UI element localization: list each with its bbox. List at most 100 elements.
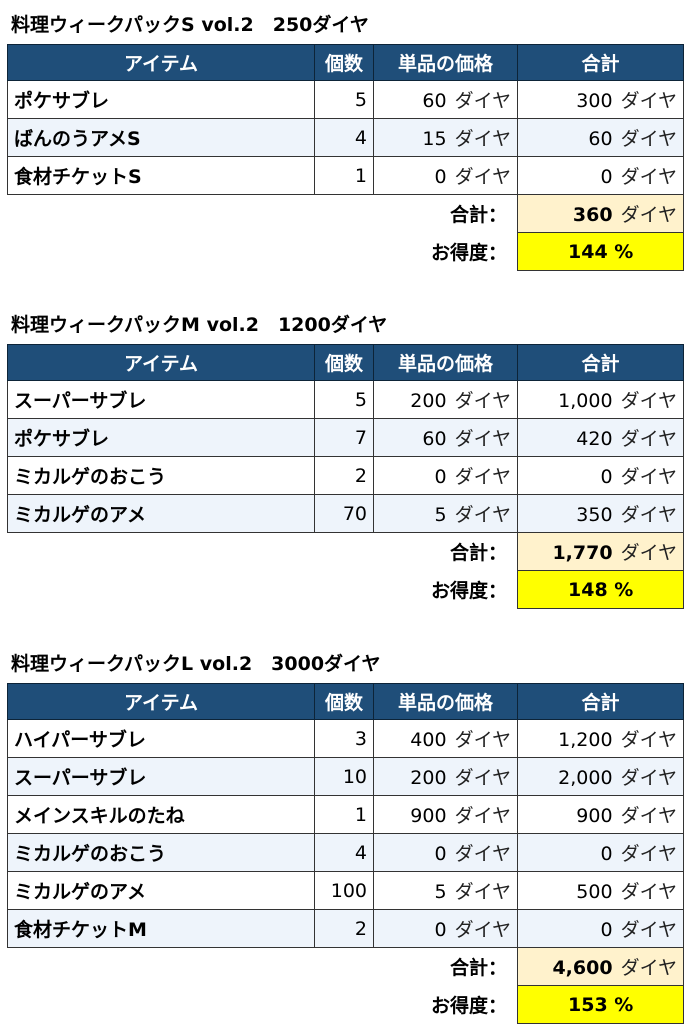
total-label: 合計： — [449, 204, 507, 227]
line-total: 1,000 ダイヤ — [517, 380, 684, 419]
item-count: 5 — [314, 380, 374, 419]
column-header: 合計 — [517, 344, 684, 381]
item-name: 食材チケットM — [7, 909, 315, 948]
unit: ダイヤ — [454, 128, 511, 150]
unit: ダイヤ — [454, 843, 511, 865]
total-row: 合計： 4,600 ダイヤ — [8, 947, 684, 986]
table-row: 食材チケットM 2 0 ダイヤ 0 ダイヤ — [7, 909, 684, 948]
deal-row: お得度： 148 % — [8, 570, 684, 609]
unit-price: 200 ダイヤ — [373, 757, 518, 796]
unit: ダイヤ — [454, 729, 511, 751]
header-row: アイテム 個数 単品の価格 合計 — [7, 344, 684, 381]
pack-title: 料理ウィークパックL vol.2 3000ダイヤ — [11, 653, 381, 675]
item-count: 1 — [314, 156, 374, 195]
value: 0 — [434, 843, 447, 865]
total-row: 合計： 1,770 ダイヤ — [8, 532, 684, 571]
line-total: 0 ダイヤ — [517, 156, 684, 195]
total-label: 合計： — [449, 957, 507, 980]
unit: ダイヤ — [620, 881, 677, 903]
value: 1,770 — [552, 542, 613, 564]
item-name: ミカルゲのアメ — [7, 494, 315, 533]
unit-price: 60 ダイヤ — [373, 418, 518, 457]
line-total: 500 ダイヤ — [517, 871, 684, 910]
column-header: 個数 — [314, 44, 374, 81]
value: 0 — [600, 843, 613, 865]
unit-price: 0 ダイヤ — [373, 833, 518, 872]
pack-table: アイテム 個数 単品の価格 合計 スーパーサブレ 5 200 ダイヤ 1,000 ダイヤ ポケサブレ… — [7, 344, 684, 609]
pack-section: 料理ウィークパックM vol.2 1200ダイヤ アイテム 個数 単品の価格 合計 スーパ… — [7, 300, 684, 609]
value: 900 — [410, 805, 447, 827]
total-value: 4,600 ダイヤ — [517, 947, 684, 986]
total-value: 360 ダイヤ — [517, 194, 684, 233]
item-name: ポケサブレ — [7, 80, 315, 119]
pack-section: 料理ウィークパックL vol.2 3000ダイヤアイテム 個数 単品の価格 合計 ハイパ… — [7, 639, 684, 1024]
value: 0 — [434, 466, 447, 488]
unit: ダイヤ — [620, 767, 677, 789]
total-label: 合計： — [449, 542, 507, 565]
line-total: 350 ダイヤ — [517, 494, 684, 533]
line-total: 1,200 ダイヤ — [517, 719, 684, 758]
value: 420 — [576, 428, 613, 450]
value: 0 — [434, 919, 447, 941]
unit: ダイヤ — [454, 428, 511, 450]
item-count: 100 — [314, 871, 374, 910]
column-header: 単品の価格 — [373, 683, 518, 720]
line-total: 0 ダイヤ — [517, 456, 684, 495]
value: 0 — [600, 466, 613, 488]
value: 5 — [434, 881, 447, 903]
unit: ダイヤ — [454, 805, 511, 827]
unit: ダイヤ — [620, 90, 677, 112]
item-name: ばんのうアメS — [7, 118, 315, 157]
unit: ダイヤ — [620, 466, 677, 488]
item-count: 70 — [314, 494, 374, 533]
unit: ダイヤ — [620, 166, 677, 188]
header-row: アイテム 個数 単品の価格 合計 — [7, 683, 684, 720]
unit-price: 200 ダイヤ — [373, 380, 518, 419]
item-name: ミカルゲのおこう — [7, 456, 315, 495]
table-row: 食材チケットS 1 0 ダイヤ 0 ダイヤ — [7, 156, 684, 195]
deal-row: お得度： 144 % — [8, 232, 684, 271]
deal-value: 148 % — [517, 570, 684, 609]
unit-price: 0 ダイヤ — [373, 456, 518, 495]
unit: ダイヤ — [620, 542, 677, 564]
line-total: 60 ダイヤ — [517, 118, 684, 157]
unit: ダイヤ — [620, 805, 677, 827]
unit: ダイヤ — [620, 204, 677, 226]
unit-price: 5 ダイヤ — [373, 494, 518, 533]
unit: ダイヤ — [454, 504, 511, 526]
item-count: 3 — [314, 719, 374, 758]
column-header: 合計 — [517, 683, 684, 720]
unit: ダイヤ — [620, 128, 677, 150]
unit: ダイヤ — [454, 166, 511, 188]
item-name: ハイパーサブレ — [7, 719, 315, 758]
header-row: アイテム 個数 単品の価格 合計 — [7, 44, 684, 81]
table-row: ミカルゲのアメ 100 5 ダイヤ 500 ダイヤ — [7, 871, 684, 910]
unit-price: 400 ダイヤ — [373, 719, 518, 758]
unit-price: 5 ダイヤ — [373, 871, 518, 910]
column-header: 単品の価格 — [373, 344, 518, 381]
deal-value: 144 % — [517, 232, 684, 271]
value: 0 — [600, 919, 613, 941]
item-count: 4 — [314, 118, 374, 157]
unit: ダイヤ — [454, 90, 511, 112]
value: 60 — [422, 428, 447, 450]
unit-price: 60 ダイヤ — [373, 80, 518, 119]
unit-price: 0 ダイヤ — [373, 156, 518, 195]
column-header: アイテム — [7, 44, 315, 81]
item-count: 7 — [314, 418, 374, 457]
unit: ダイヤ — [454, 881, 511, 903]
pack-title: 料理ウィークパックM vol.2 1200ダイヤ — [11, 314, 388, 336]
value: 360 — [572, 204, 613, 226]
unit: ダイヤ — [620, 729, 677, 751]
column-header: 個数 — [314, 344, 374, 381]
item-name: メインスキルのたね — [7, 795, 315, 834]
value: 15 — [422, 128, 447, 150]
table-row: ミカルゲのおこう 4 0 ダイヤ 0 ダイヤ — [7, 833, 684, 872]
column-header: アイテム — [7, 344, 315, 381]
deal-label: お得度： — [430, 242, 507, 264]
unit: ダイヤ — [620, 504, 677, 526]
item-count: 2 — [314, 909, 374, 948]
item-name: 食材チケットS — [7, 156, 315, 195]
table-row: ミカルゲのおこう 2 0 ダイヤ 0 ダイヤ — [7, 456, 684, 495]
unit: ダイヤ — [620, 843, 677, 865]
